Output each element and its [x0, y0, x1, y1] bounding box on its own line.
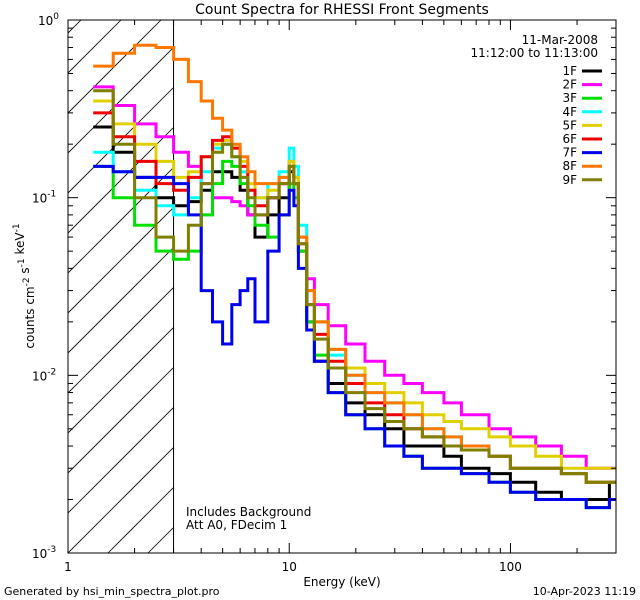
x-axis-label: Energy (keV): [303, 575, 380, 589]
x-tick-labels: 1 10 100: [64, 560, 522, 574]
legend-label-7f: 7F: [562, 146, 577, 160]
y-tick-label: 10-1: [32, 190, 56, 206]
plot-frame: [67, 19, 617, 554]
y-axis-label: counts cm-2 s-1 keV-1: [12, 223, 37, 348]
footer-generator: Generated by hsi_min_spectra_plot.pro: [4, 585, 220, 598]
hatch-line: [68, 20, 162, 114]
legend-label-2f: 2F: [562, 78, 577, 92]
y-tick-label: 10-2: [32, 367, 56, 383]
annotation-attenuator: Att A0, FDecim 1: [186, 518, 287, 532]
x-tick-label: 100: [499, 560, 522, 574]
hatch-line: [68, 20, 82, 34]
y-tick-label: 100: [38, 12, 59, 28]
hatch-line: [68, 20, 242, 194]
annotation-background: Includes Background: [186, 505, 311, 519]
x-tick-label: 1: [64, 560, 72, 574]
legend-label-1f: 1F: [562, 64, 577, 78]
series-line-9f: [93, 89, 616, 484]
x-tick-label: 10: [282, 560, 297, 574]
legend-label-4f: 4F: [562, 105, 577, 119]
y-tick-label: 10-3: [32, 545, 56, 561]
axis-ticks: [67, 19, 617, 554]
y-tick-labels: 100 10-1 10-2 10-3: [32, 12, 59, 561]
header-time-range: 11:12:00 to 11:13:00: [471, 46, 598, 60]
chart-title: Count Spectra for RHESSI Front Segments: [195, 2, 489, 18]
legend-label-3f: 3F: [562, 91, 577, 105]
legend-label-9f: 9F: [562, 173, 577, 187]
legend-label-6f: 6F: [562, 132, 577, 146]
footer-timestamp: 10-Apr-2023 11:19: [533, 585, 636, 598]
series-lines: [93, 43, 616, 510]
legend-label-5f: 5F: [562, 118, 577, 132]
series-line-5f: [93, 99, 616, 470]
header-date: 11-Mar-2008: [522, 33, 598, 47]
legend-label-8f: 8F: [562, 159, 577, 173]
